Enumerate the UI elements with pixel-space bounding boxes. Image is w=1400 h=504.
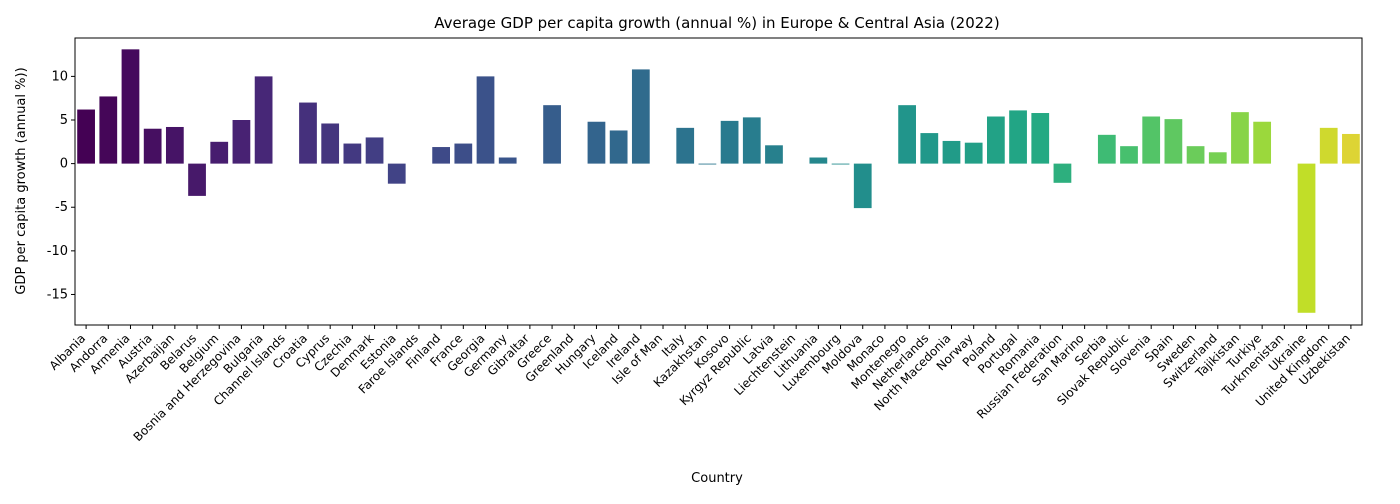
bar <box>299 102 317 164</box>
bar <box>609 130 628 164</box>
bar <box>232 120 251 164</box>
bar <box>77 109 95 164</box>
bar <box>587 121 606 164</box>
bar <box>1319 127 1338 164</box>
y-tick-label: 5 <box>60 113 68 128</box>
bar <box>121 49 140 164</box>
bar <box>853 163 872 209</box>
bar <box>676 127 695 164</box>
bar <box>254 76 273 164</box>
bar <box>920 133 939 164</box>
bar <box>1053 163 1072 183</box>
bar <box>986 116 1005 164</box>
y-axis-label: GDP per capita growth (annual %)) <box>14 67 29 294</box>
bar <box>720 120 739 164</box>
bar <box>765 145 783 164</box>
bar <box>476 76 495 164</box>
bar <box>1097 134 1116 164</box>
bar <box>1231 112 1249 164</box>
bar <box>631 69 650 164</box>
bar <box>964 142 983 164</box>
bar <box>1253 121 1272 164</box>
y-tick-label: -15 <box>47 287 68 302</box>
bar <box>365 137 384 164</box>
bar <box>698 163 717 165</box>
bar <box>454 143 473 164</box>
bar <box>1031 113 1050 164</box>
bar <box>1009 110 1027 164</box>
bar <box>543 105 561 164</box>
bar <box>898 105 916 164</box>
bar <box>1208 152 1227 164</box>
bar <box>343 143 362 164</box>
bar <box>188 163 206 196</box>
bar <box>387 163 406 184</box>
y-tick-label: 10 <box>51 69 68 84</box>
bar <box>165 126 184 164</box>
x-axis-label: Country <box>691 471 743 486</box>
bar <box>809 157 828 164</box>
bar <box>742 117 761 164</box>
bar <box>1297 163 1316 313</box>
bar <box>210 141 229 164</box>
bar <box>498 157 517 164</box>
bar <box>942 140 961 164</box>
y-tick-label: -5 <box>55 200 68 215</box>
bar <box>99 96 118 164</box>
bar <box>321 123 340 164</box>
bar <box>143 128 162 164</box>
bar <box>1120 146 1138 164</box>
chart-title: Average GDP per capita growth (annual %)… <box>434 14 999 32</box>
y-tick-label: -10 <box>47 244 68 259</box>
bar <box>1164 119 1183 164</box>
bar <box>1186 146 1205 164</box>
bar <box>831 163 850 165</box>
y-tick-label: 0 <box>60 157 68 172</box>
bar <box>1342 133 1360 164</box>
bar <box>432 147 451 164</box>
plot-frame <box>74 37 1363 326</box>
bar <box>1142 116 1161 164</box>
